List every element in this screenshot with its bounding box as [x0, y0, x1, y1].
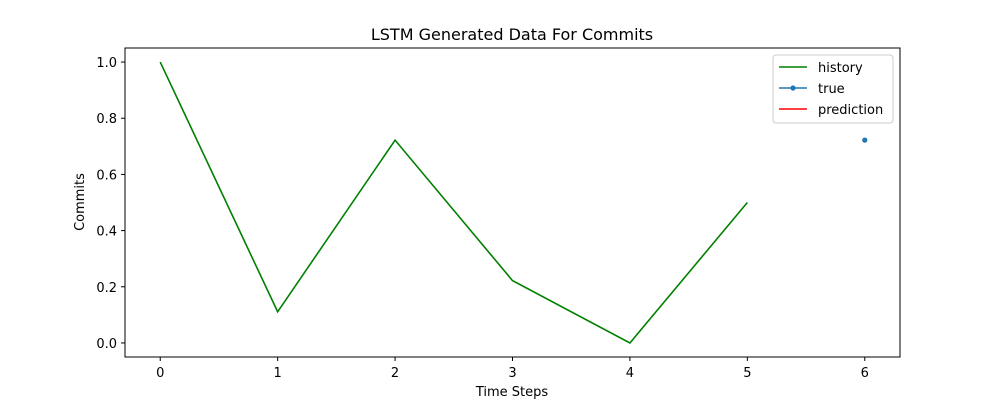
- series-layer: [159, 61, 868, 344]
- legend-label-prediction: prediction: [818, 103, 883, 118]
- legend-box: [772, 54, 894, 124]
- x-tick-label: 0: [156, 366, 164, 381]
- legend-items: history true prediction: [779, 61, 883, 118]
- legend-label-true: true: [818, 82, 845, 97]
- x-tick-label: 4: [626, 366, 634, 381]
- x-tick-label: 3: [508, 366, 516, 381]
- y-axis: 0.0 0.2 0.4 0.6 0.8 1.0: [96, 56, 125, 352]
- x-axis-label: Time Steps: [475, 385, 549, 400]
- legend-marker-true: [790, 85, 796, 91]
- legend: history true prediction: [772, 54, 894, 124]
- x-tick-label: 2: [391, 366, 399, 381]
- y-tick-label: 1.0: [96, 56, 117, 71]
- y-axis-label: Commits: [73, 173, 88, 231]
- series-point-true: [862, 137, 868, 143]
- legend-label-history: history: [818, 61, 863, 76]
- x-tick-label: 1: [274, 366, 282, 381]
- y-tick-label: 0.8: [96, 112, 117, 127]
- x-tick-label: 6: [861, 366, 869, 381]
- y-tick-label: 0.6: [96, 168, 117, 183]
- series-line-history: [159, 61, 748, 344]
- chart-title: LSTM Generated Data For Commits: [371, 25, 653, 44]
- y-tick-label: 0.4: [96, 225, 117, 240]
- x-axis: 0 1 2 3 4 5 6: [156, 357, 869, 381]
- x-tick-label: 5: [743, 366, 751, 381]
- y-tick-label: 0.2: [96, 281, 117, 296]
- y-tick-label: 0.0: [96, 337, 117, 352]
